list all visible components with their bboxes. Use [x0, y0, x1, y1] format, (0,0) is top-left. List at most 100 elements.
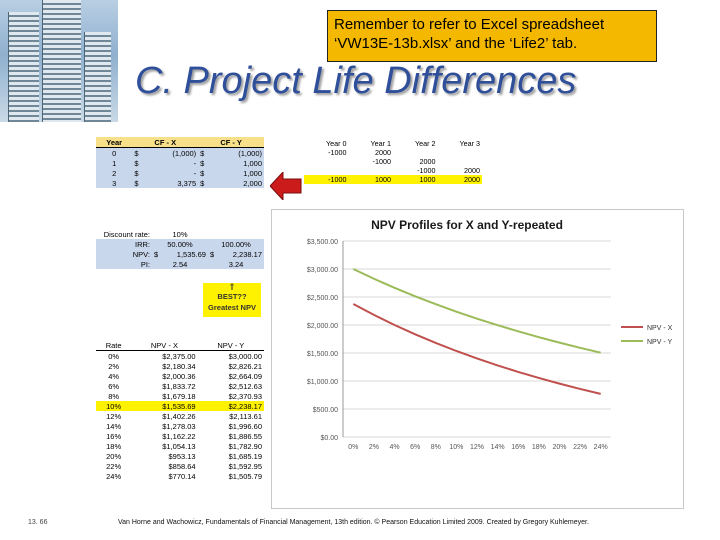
cell-rate: 2% [108, 361, 120, 371]
table-row: NPV: $ 1,535.69 $ 2,238.17 [96, 249, 264, 259]
npv-y: 2,238.17 [232, 249, 262, 259]
cell-npv-y: $1,592.95 [228, 461, 262, 471]
cell: -1000 [304, 175, 349, 184]
cell-npv-y: $1,886.55 [228, 431, 262, 441]
table-row: 0% $2,375.00 $3,000.00 [96, 351, 264, 362]
excel-reminder-note: Remember to refer to Excel spreadsheet ‘… [327, 10, 657, 62]
x-tick-label: 24% [594, 444, 608, 451]
table-row: 1 $ - $ 1,000 [96, 158, 264, 168]
table-row: 16% $1,162.22 $1,886.55 [96, 431, 264, 441]
x-tick-label: 16% [511, 444, 525, 451]
npv-rate-table: Rate NPV - X NPV - Y 0% $2,375.00 $3,000.0… [96, 340, 264, 481]
cell-sym: $ [198, 147, 214, 158]
table-row: 6% $1,833.72 $2,512.63 [96, 381, 264, 391]
header-cf-x: CF - X [132, 137, 199, 148]
best-callout: ⇑ BEST?? Greatest NPV [203, 283, 261, 317]
cell-rate: 14% [106, 421, 122, 431]
pi-x: 2.54 [172, 259, 188, 269]
summary-table: Discount rate: 10% IRR: 50.00% 100.00% N… [96, 229, 264, 269]
cell: -1000 [304, 148, 349, 157]
cell-sym: $ [132, 158, 148, 168]
table-row: 24% $770.14 $1,505.79 [96, 471, 264, 481]
cell-npv-y: $1,505.79 [228, 471, 262, 481]
chart-title: NPV Profiles for X and Y-repeated [371, 218, 563, 232]
irr-y: 100.00% [221, 239, 251, 249]
series-line-npv-x [352, 303, 601, 395]
cash-flow-table: Year CF - X CF - Y 0 $ (1,000) $ (1,000)… [96, 137, 264, 188]
cell: 2000 [393, 157, 438, 166]
cell-rate: 6% [108, 381, 120, 391]
cell-npv-y: $2,238.17 [197, 401, 264, 411]
header-year: Year [96, 137, 133, 148]
cell-npv-y: $1,782.90 [228, 441, 262, 451]
table-row: Discount rate: 10% [96, 229, 264, 239]
y-tick-label: $1,000.00 [307, 379, 338, 386]
cell [393, 148, 438, 157]
cell-npv-y: $3,000.00 [228, 351, 262, 361]
cell-npv-x: $1,054.13 [162, 441, 196, 451]
cell-npv-y: $2,113.61 [229, 411, 262, 421]
pi-label: PI: [140, 259, 150, 269]
left-arrow-icon [270, 172, 302, 200]
cell-npv-x: $1,535.69 [131, 401, 198, 411]
x-tick-label: 12% [470, 444, 484, 451]
cell-cf-x: (1,000) [147, 147, 199, 158]
cell-npv-x: $770.14 [168, 471, 196, 481]
cell-npv-y: $2,664.09 [228, 371, 262, 381]
table-row: 14% $1,278.03 $1,996.60 [96, 421, 264, 431]
npv-y-sym: $ [209, 249, 215, 259]
cell-sym: $ [132, 147, 148, 158]
cell: -1000 [393, 166, 438, 175]
cell-npv-x: $1,833.72 [162, 381, 196, 391]
cell-cf-y: 1,000 [213, 168, 264, 178]
table-row: 20% $953.13 $1,685.19 [96, 451, 264, 461]
header-year-0: Year 0 [304, 139, 349, 148]
cell: -1000 [348, 157, 393, 166]
cell-npv-y: $1,685.19 [228, 451, 262, 461]
cell-npv-x: $1,278.03 [162, 421, 196, 431]
building-photo [0, 0, 118, 122]
slide-number: 13. 66 [28, 519, 48, 526]
discount-rate-value: 10% [172, 229, 188, 239]
y-tick-label: $3,000.00 [307, 267, 338, 274]
cell: 2000 [348, 148, 393, 157]
cell-rate: 4% [108, 371, 120, 381]
up-arrow-icon: ⇑ [228, 282, 236, 292]
cell-sym: $ [198, 168, 214, 178]
cell [437, 148, 482, 157]
table-row: -1000 2000 [304, 157, 482, 166]
table-row: 2% $2,180.34 $2,826.21 [96, 361, 264, 371]
discount-rate-label: Discount rate: [103, 229, 150, 239]
y-tick-label: $1,500.00 [307, 351, 338, 358]
npv-profile-chart: NPV Profiles for X and Y-repeated $3,500… [271, 209, 684, 509]
cell-npv-x: $1,162.22 [162, 431, 196, 441]
table-row: 10% $1,535.69 $2,238.17 [96, 401, 264, 411]
x-tick-label: 2% [369, 444, 379, 451]
cell-rate: 10% [96, 401, 132, 411]
cell: 1000 [393, 175, 438, 184]
cell-cf-y: (1,000) [213, 147, 264, 158]
header-npv-y: NPV - Y [197, 340, 264, 351]
header-year-1: Year 1 [348, 139, 393, 148]
cell-npv-y: $1,996.60 [228, 421, 262, 431]
note-line-1: Remember to refer to Excel spreadsheet [334, 16, 605, 33]
cell-npv-x: $2,375.00 [162, 351, 196, 361]
cell-rate: 0% [108, 351, 120, 361]
cell-sym: $ [198, 178, 214, 188]
footer-citation: Van Horne and Wachowicz, Fundamentals of… [118, 519, 589, 526]
x-tick-label: 10% [449, 444, 463, 451]
cell-sym: $ [132, 168, 148, 178]
cell-npv-x: $2,000.36 [162, 371, 196, 381]
cell-npv-x: $953.13 [168, 451, 196, 461]
cell-npv-x: $2,180.34 [162, 361, 196, 371]
cell-rate: 8% [108, 391, 120, 401]
cell-cf-y: 2,000 [213, 178, 264, 188]
cell-year: 2 [96, 168, 133, 178]
npv-label: NPV: [132, 249, 150, 259]
x-tick-label: 14% [491, 444, 505, 451]
cell-npv-y: $2,370.93 [228, 391, 262, 401]
table-row: IRR: 50.00% 100.00% [96, 239, 264, 249]
table-row: -1000 1000 1000 2000 [304, 175, 482, 184]
cell: 2000 [437, 175, 482, 184]
note-line-2: ‘VW13E-13b.xlsx’ and the ‘Life2’ tab. [334, 35, 578, 52]
